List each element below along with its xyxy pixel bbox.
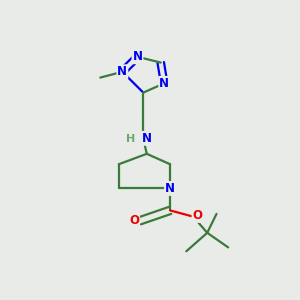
Text: O: O xyxy=(129,214,139,227)
Text: N: N xyxy=(133,50,142,63)
Text: N: N xyxy=(142,132,152,145)
Text: N: N xyxy=(165,182,175,195)
Text: O: O xyxy=(193,209,202,222)
Text: N: N xyxy=(117,65,128,78)
Text: N: N xyxy=(159,77,169,90)
Text: H: H xyxy=(126,134,135,144)
